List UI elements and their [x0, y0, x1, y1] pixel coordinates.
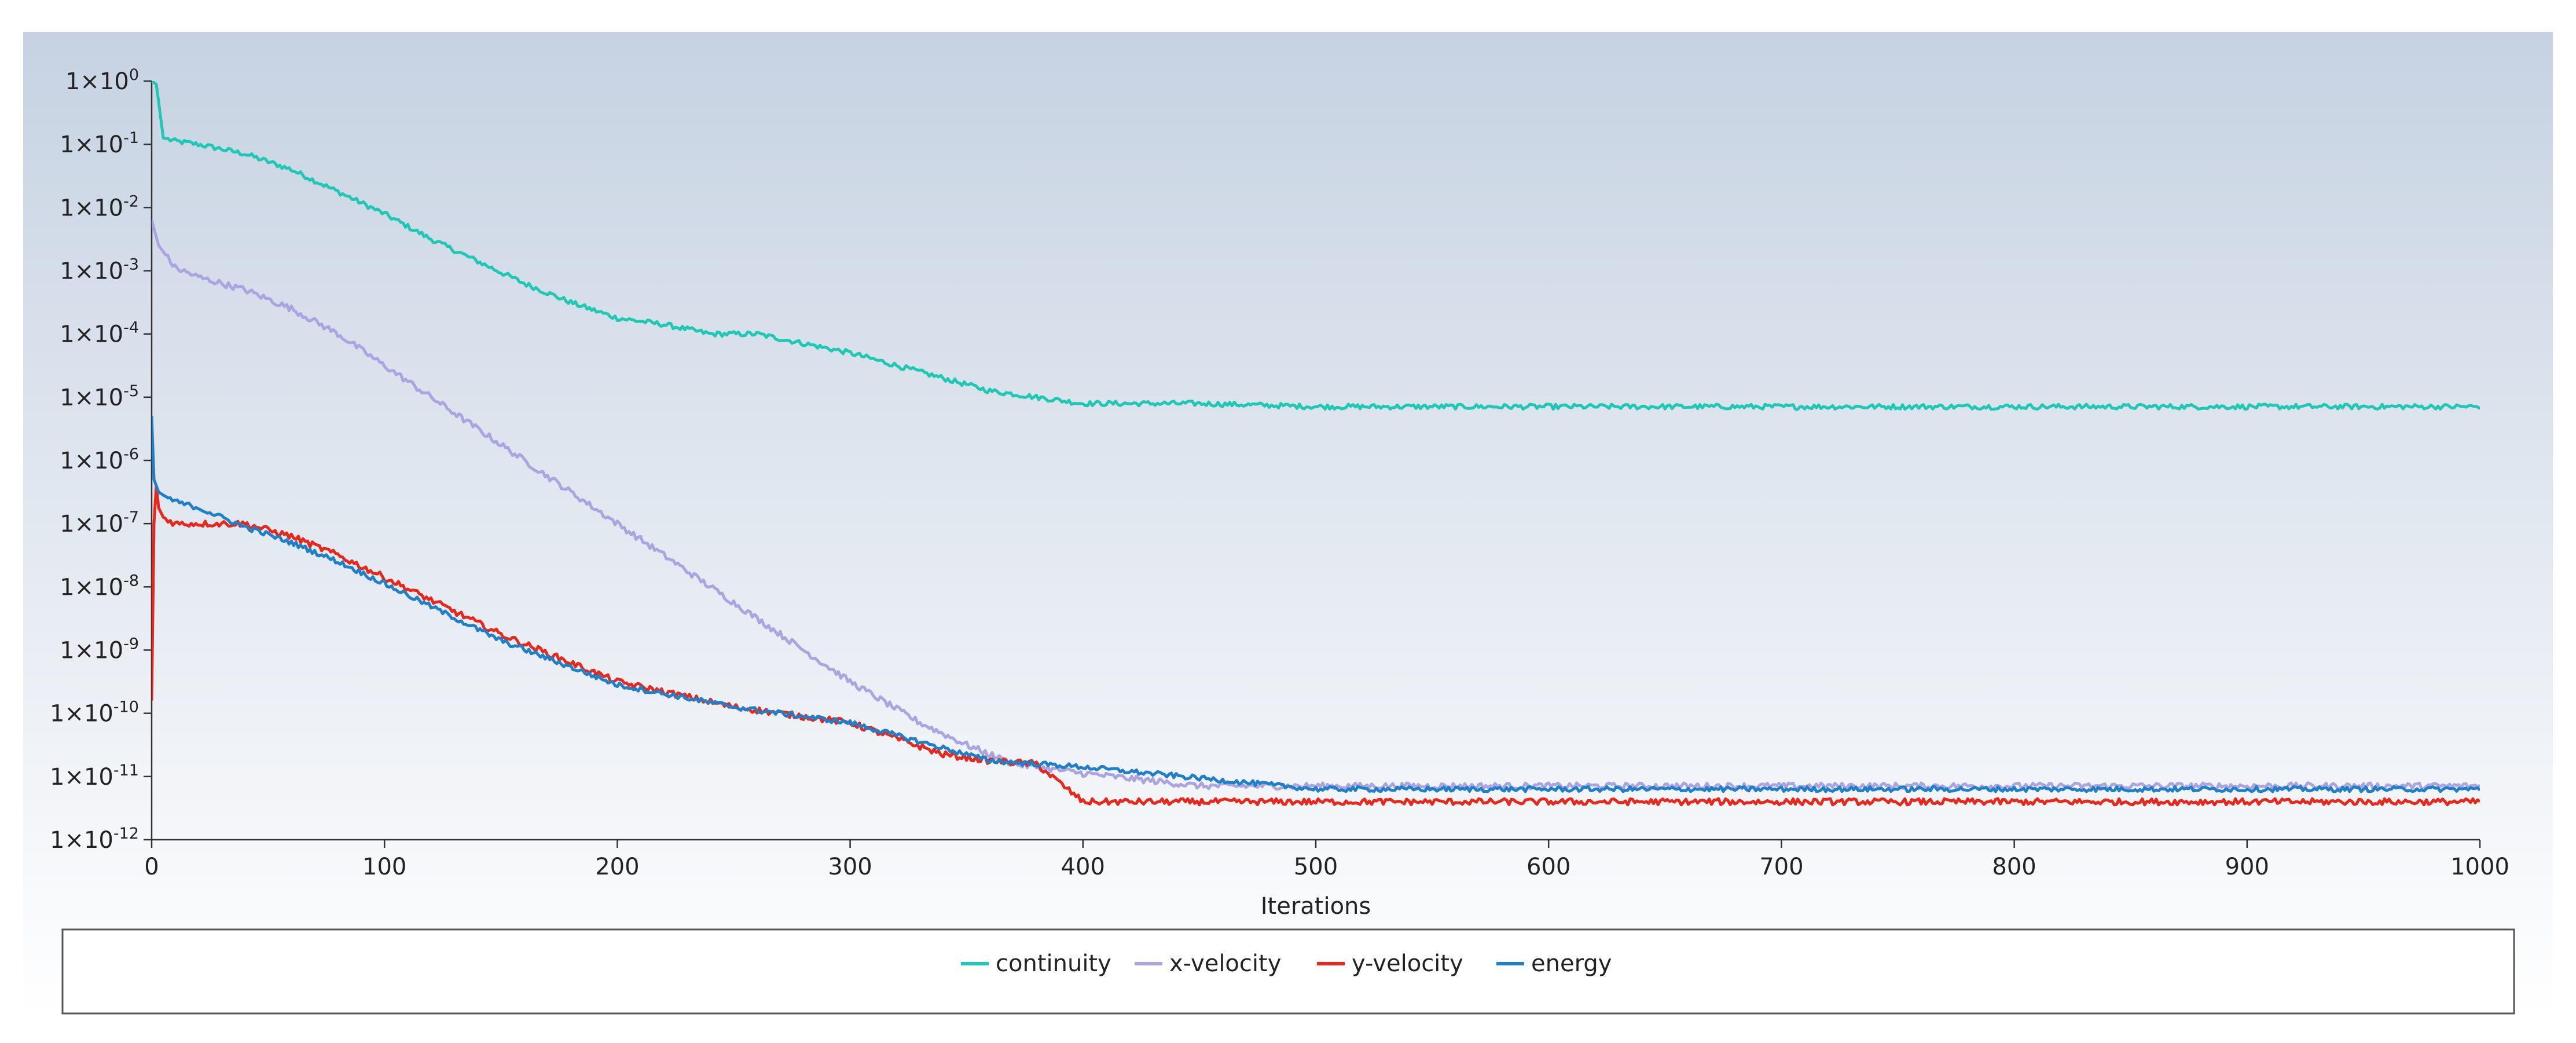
legend: continuity x-velocity y-velocity energy — [961, 950, 1612, 977]
y-tick-label: 1×10-3 — [60, 256, 139, 285]
series-line-energy — [152, 416, 2480, 793]
x-tick-label: 700 — [1759, 854, 1803, 880]
legend-box — [61, 928, 2515, 1015]
x-tick-label: 200 — [595, 854, 639, 880]
legend-label-continuity: continuity — [996, 950, 1111, 977]
series-line-y-velocity — [152, 484, 2480, 807]
x-axis-title: Iterations — [1261, 893, 1371, 920]
y-tick-label: 1×10-9 — [60, 635, 139, 664]
x-tick-label: 600 — [1526, 854, 1570, 880]
legend-label-y-velocity: y-velocity — [1352, 950, 1463, 977]
legend-label-energy: energy — [1531, 950, 1612, 977]
series-line-continuity — [152, 81, 2480, 411]
legend-label-x-velocity: x-velocity — [1169, 950, 1281, 977]
y-axis-ticks: 1×100 1×10-1 1×10-2 1×10-3 1×10-4 1×10-5 1×10-… — [50, 66, 152, 854]
y-tick-label: 1×10-11 — [50, 762, 139, 791]
x-tick-label: 500 — [1294, 854, 1338, 880]
x-tick-label: 0 — [144, 854, 159, 880]
chart-background — [23, 32, 2553, 1016]
x-tick-label: 400 — [1061, 854, 1105, 880]
y-tick-label: 1×10-7 — [60, 508, 139, 537]
x-tick-label: 300 — [828, 854, 872, 880]
y-tick-label: 1×100 — [65, 66, 139, 95]
y-tick-label: 1×10-12 — [50, 825, 139, 854]
y-tick-label: 1×10-1 — [60, 129, 139, 158]
y-tick-label: 1×10-5 — [60, 382, 139, 411]
y-tick-label: 1×10-10 — [50, 698, 139, 727]
x-tick-label: 800 — [1992, 854, 2036, 880]
y-tick-label: 1×10-4 — [60, 319, 139, 348]
series-lines — [152, 81, 2480, 807]
x-axis-ticks: 0 100 200 300 400 500 600 700 800 900 1000 — [144, 840, 2509, 880]
x-tick-label: 1000 — [2450, 854, 2509, 880]
x-tick-label: 100 — [362, 854, 406, 880]
y-tick-label: 1×10-8 — [60, 572, 139, 601]
y-tick-label: 1×10-6 — [60, 445, 139, 474]
y-tick-label: 1×10-2 — [60, 192, 139, 221]
x-tick-label: 900 — [2225, 854, 2269, 880]
